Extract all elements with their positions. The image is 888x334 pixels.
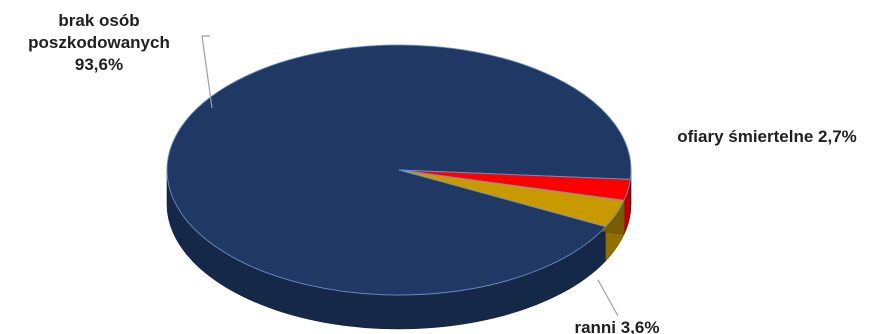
data-label-line: 93,6% xyxy=(75,55,123,74)
data-label-line: ofiary śmiertelne 2,7% xyxy=(677,127,857,146)
slices-layer xyxy=(166,44,632,330)
data-labels: brak osób poszkodowanych 93,6% ofiary śmier… xyxy=(28,11,857,334)
leader-line-brak xyxy=(201,35,213,109)
data-label-line: ranni 3,6% xyxy=(574,318,659,334)
data-label-brak-osób-poszkodowanych: brak osób poszkodowanych 93,6% xyxy=(28,11,170,74)
leader-line-ranni xyxy=(597,279,619,317)
leader-lines xyxy=(201,35,619,317)
slice-ranni xyxy=(398,169,625,228)
data-label-ranni: ranni 3,6% xyxy=(574,318,659,334)
data-label-line: brak osób xyxy=(58,11,139,30)
data-label-line: poszkodowanych xyxy=(28,33,170,52)
data-label-ofiary-śmiertelne: ofiary śmiertelne 2,7% xyxy=(677,127,857,146)
